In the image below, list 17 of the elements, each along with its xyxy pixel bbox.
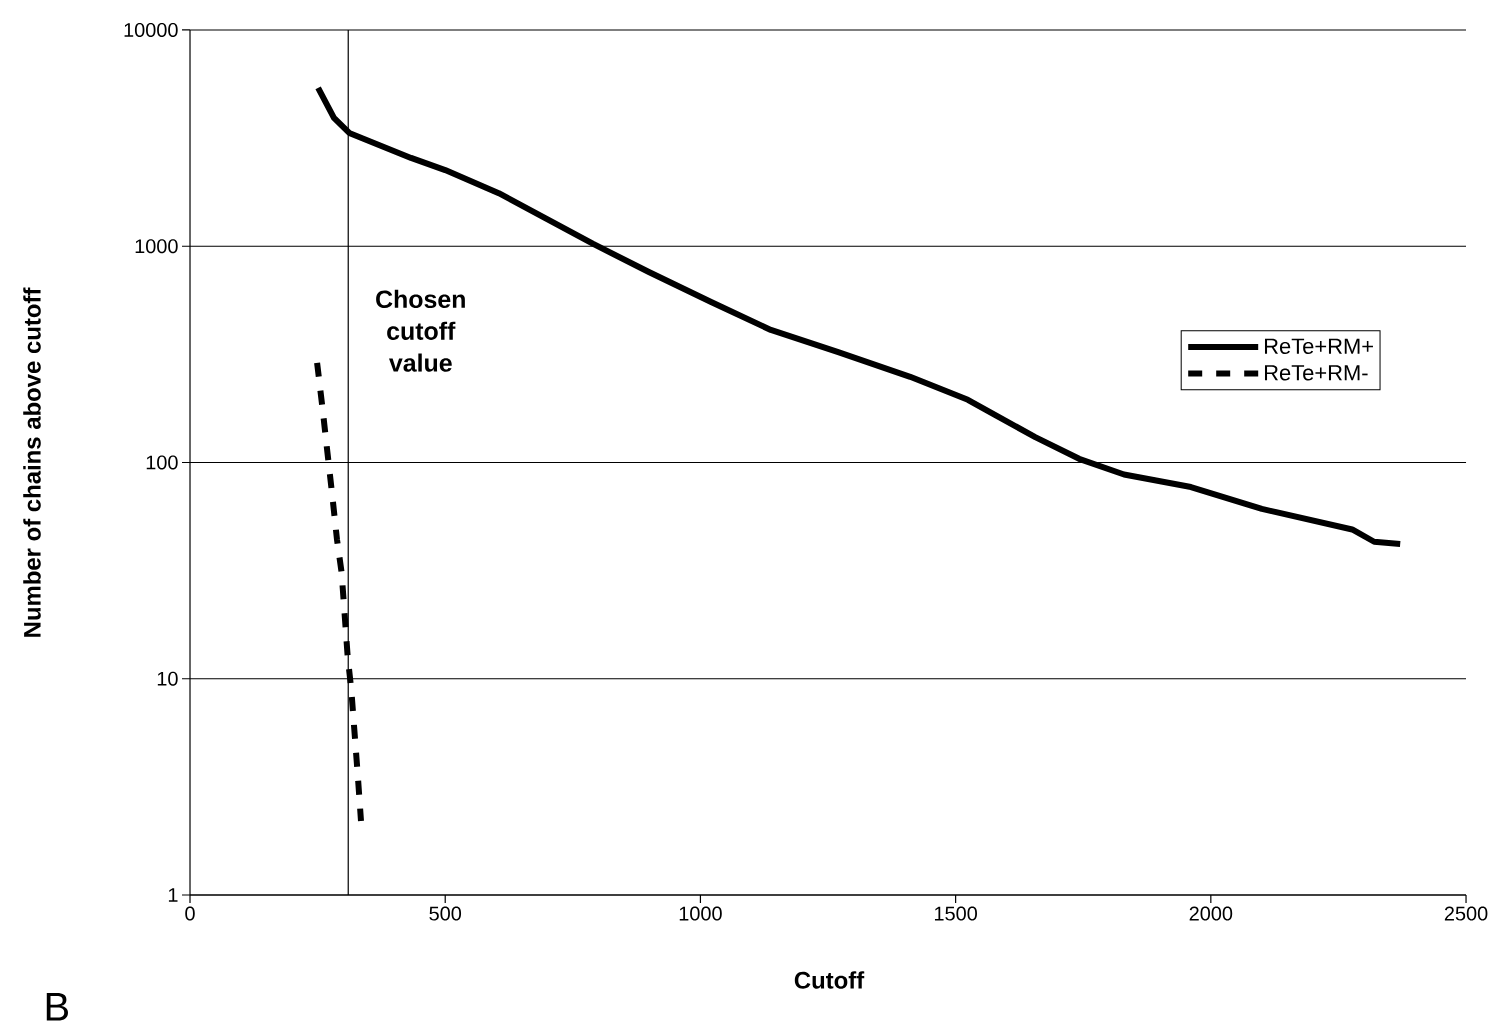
y-tick-label: 10000 (124, 22, 178, 38)
x-tick-label: 2000 (1189, 906, 1233, 921)
legend-label: ReTe+RM+ (1264, 338, 1373, 354)
y-tick-label: 1000 (135, 239, 178, 254)
x-tick-label: 1000 (679, 906, 722, 921)
x-axis-title: Cutoff (794, 971, 865, 989)
ref-line-label: Chosen cutoff value (376, 289, 465, 372)
x-tick-label: 0 (185, 906, 195, 921)
y-tick-label: 1 (168, 888, 178, 902)
x-tick-label: 2500 (1444, 906, 1488, 921)
text: B (46, 993, 68, 1021)
legend-label: ReTe+RM- (1264, 365, 1368, 381)
x-tick-label: 1500 (934, 906, 977, 921)
y-tick-label: 10 (157, 671, 178, 686)
y-tick-label: 100 (146, 455, 178, 470)
y-axis-title: Number of chains above cutoff (23, 287, 41, 637)
x-tick-label: 500 (429, 906, 462, 921)
